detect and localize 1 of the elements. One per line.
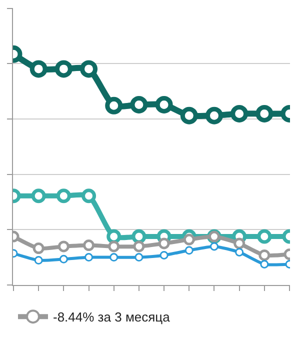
legend-label: -8.44% за 3 месяца — [53, 310, 171, 325]
